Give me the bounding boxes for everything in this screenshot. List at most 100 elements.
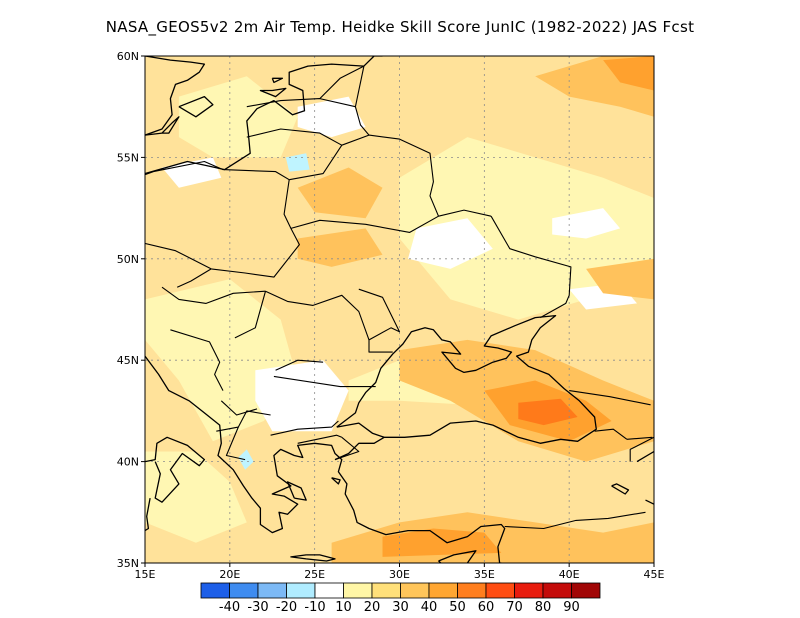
colorbar-box-0	[200, 582, 230, 599]
border-0	[273, 375, 376, 388]
score-region-40-50-22	[603, 56, 654, 91]
score-region-30-40-15	[297, 167, 383, 219]
y-tick-label: 45N	[117, 354, 139, 367]
coastline-16	[636, 450, 654, 463]
border-27	[569, 390, 651, 406]
colorbar-box-9	[457, 582, 487, 599]
border-24	[504, 511, 646, 530]
colorbar: -40 -30 -20 -10 10 20 30 40 50 60 70 80 90	[200, 582, 601, 615]
score-region-10-20-4	[145, 451, 247, 543]
colorbar-box-1	[229, 582, 259, 599]
border-20	[176, 268, 212, 288]
colorbar-box-10	[485, 582, 515, 599]
score-region-0-10-6	[255, 360, 349, 432]
score-region-40-50-21	[382, 528, 502, 557]
coastline-18	[645, 499, 654, 505]
coastline-5	[290, 554, 336, 562]
score-region-30-40-16	[297, 228, 383, 267]
colorbar-box-6	[371, 582, 401, 599]
border-16	[246, 128, 343, 146]
x-tick-label: 20E	[219, 568, 240, 581]
border-6	[170, 329, 224, 391]
border-8	[265, 290, 393, 353]
coastline-2	[145, 355, 506, 563]
colorbar-label: 90	[563, 600, 580, 615]
border-13	[490, 215, 572, 319]
coastline-3	[336, 314, 597, 444]
score-region-0-10-7	[408, 218, 493, 269]
x-axis-ticks: 15E 20E 25E 30E 35E 40E 45E	[135, 563, 665, 581]
colorbar-label: 80	[535, 600, 552, 615]
coastline-11	[161, 116, 180, 134]
coastline-6	[438, 550, 477, 563]
border-28	[629, 436, 654, 462]
border-5	[220, 400, 258, 416]
score-region-50-60-23	[518, 398, 578, 426]
y-tick-label: 55N	[117, 151, 139, 164]
y-axis-ticks: 35N 40N 45N 50N 55N 60N	[117, 50, 145, 570]
colorbar-box-5	[343, 582, 373, 599]
coastline-1	[145, 497, 151, 532]
colorbar-label: 30	[392, 600, 409, 615]
coastline-0	[145, 436, 206, 503]
border-1	[270, 420, 339, 436]
colorbar-box-8	[428, 582, 458, 599]
colorbar-label: 20	[364, 600, 381, 615]
coastline-10	[178, 95, 214, 118]
colorbar-label: -30	[247, 600, 268, 615]
coastline-15	[145, 56, 206, 136]
y-tick-label: 50N	[117, 253, 139, 266]
border-10	[275, 359, 324, 371]
colorbar-label: -10	[304, 600, 325, 615]
coastline-17	[611, 483, 630, 495]
colorbar-box-11	[514, 582, 544, 599]
score-region-30-40-19	[586, 258, 654, 300]
border-11	[211, 179, 300, 278]
score-region--10-0-13	[238, 449, 254, 470]
colorbar-box-13	[571, 582, 601, 599]
score-region-0-10-9	[297, 96, 366, 138]
border-17	[246, 98, 370, 136]
colorbar-box-4	[314, 582, 344, 599]
y-tick-label: 60N	[117, 50, 139, 63]
colorbar-label: 70	[506, 600, 523, 615]
coastlines	[145, 56, 654, 563]
score-region--10-0-12	[285, 153, 310, 172]
colorbar-box-2	[257, 582, 287, 599]
colorbar-box-12	[542, 582, 572, 599]
border-25	[626, 436, 653, 440]
coastline-4	[334, 436, 385, 461]
x-tick-label: 35E	[474, 568, 495, 581]
colorbar-box-3	[286, 582, 316, 599]
border-7	[161, 286, 266, 304]
coastline-7	[286, 481, 307, 501]
map-title: NASA_GEOS5v2 2m Air Temp. Heidke Skill S…	[105, 18, 695, 36]
border-15	[289, 134, 440, 217]
border-2	[297, 434, 343, 444]
colorbar-label: 50	[449, 600, 466, 615]
x-tick-label: 40E	[559, 568, 580, 581]
score-shading	[145, 56, 654, 563]
colorbar-label: 60	[478, 600, 495, 615]
x-tick-label: 15E	[135, 568, 156, 581]
colorbar-label: -40	[219, 600, 240, 615]
border-3	[216, 410, 271, 432]
border-18	[319, 65, 365, 99]
score-region-10-20-3	[178, 76, 298, 158]
border-4	[225, 426, 246, 461]
border-19	[354, 65, 365, 107]
border-21	[145, 242, 212, 270]
x-tick-label: 45E	[644, 568, 665, 581]
border-14	[358, 288, 401, 341]
coastline-14	[271, 77, 284, 84]
border-23	[334, 436, 360, 461]
x-tick-label: 30E	[389, 568, 410, 581]
colorbar-label: -20	[276, 600, 297, 615]
y-tick-label: 40N	[117, 456, 139, 469]
y-tick-label: 35N	[117, 557, 139, 570]
country-borders	[145, 65, 654, 530]
colorbar-label: 40	[421, 600, 438, 615]
x-tick-label: 25E	[304, 568, 325, 581]
border-26	[594, 428, 628, 440]
